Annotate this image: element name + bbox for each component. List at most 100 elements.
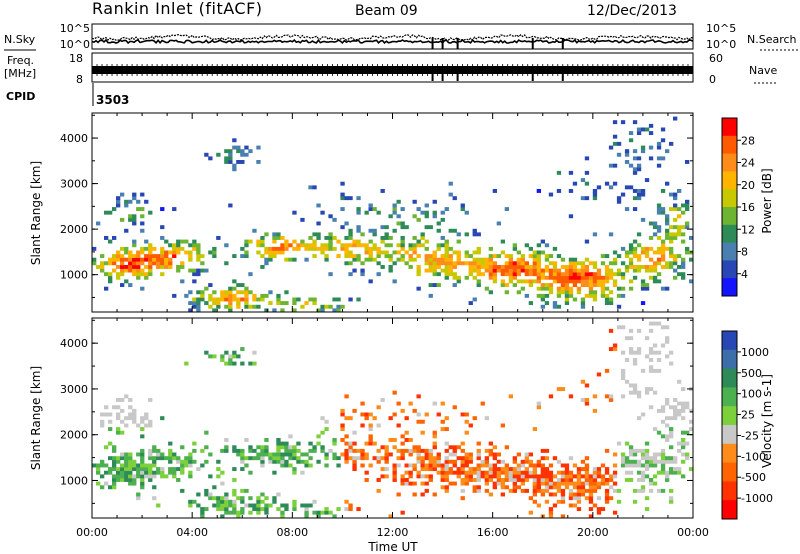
echo-cell xyxy=(632,499,638,504)
echo-cell xyxy=(512,265,518,269)
echo-cell xyxy=(116,275,121,280)
echo-cell xyxy=(632,149,638,154)
echo-cell xyxy=(140,456,145,461)
echo-cell xyxy=(652,275,658,280)
echo-cell xyxy=(632,167,638,172)
echo-cell xyxy=(188,452,193,457)
echo-cell xyxy=(628,243,634,248)
echo-cell xyxy=(324,452,329,457)
echo-cell xyxy=(636,156,642,161)
echo-cell xyxy=(284,301,289,306)
echo-cell xyxy=(689,427,694,432)
echo-cell xyxy=(644,354,650,359)
echo-cell xyxy=(677,265,682,269)
echo-cell xyxy=(196,308,201,313)
nave-tick-top: 60 xyxy=(709,52,723,65)
echo-cell xyxy=(224,510,229,515)
echo-cell xyxy=(324,463,329,468)
echo-cell xyxy=(500,481,506,486)
echo-cell xyxy=(252,361,257,366)
echo-cell xyxy=(112,207,117,212)
echo-cell xyxy=(568,492,574,497)
echo-cell xyxy=(524,456,530,461)
echo-cell xyxy=(628,445,634,450)
echo-cell xyxy=(208,283,213,288)
echo-cell xyxy=(188,257,193,262)
colorbar-tick-label: 24 xyxy=(741,157,755,170)
echo-cell xyxy=(256,160,261,164)
echo-cell xyxy=(628,286,634,291)
echo-cell xyxy=(636,232,642,237)
echo-cell xyxy=(685,160,690,164)
echo-cell xyxy=(412,408,417,413)
echo-cell xyxy=(376,210,381,215)
echo-cell xyxy=(176,268,181,273)
echo-cell xyxy=(665,236,670,240)
echo-cell xyxy=(136,257,141,262)
echo-cell xyxy=(260,236,265,240)
freq-label-2: [MHz] xyxy=(4,67,36,80)
echo-cell xyxy=(100,254,105,259)
echo-cell xyxy=(476,463,481,468)
echo-cell xyxy=(148,423,153,428)
echo-cell xyxy=(356,257,361,262)
echo-cell xyxy=(212,250,217,255)
echo-cell xyxy=(424,210,429,215)
echo-cell xyxy=(456,257,461,262)
echo-cell xyxy=(496,474,502,479)
echo-cell xyxy=(520,470,526,475)
echo-cell xyxy=(456,250,461,255)
echo-cell xyxy=(356,225,361,230)
echo-cell xyxy=(292,507,297,512)
echo-cell xyxy=(244,293,249,298)
echo-cell xyxy=(548,394,554,399)
echo-cell xyxy=(448,445,453,450)
echo-cell xyxy=(132,221,137,226)
echo-cell xyxy=(656,261,662,266)
echo-cell xyxy=(324,456,329,461)
echo-cell xyxy=(416,474,421,479)
echo-cell xyxy=(508,257,514,262)
echo-cell xyxy=(452,481,457,486)
echo-cell xyxy=(428,293,433,298)
echo-cell xyxy=(604,297,610,302)
colorbar-swatch xyxy=(722,135,737,154)
echo-cell xyxy=(548,478,554,482)
echo-cell xyxy=(444,268,449,273)
echo-cell xyxy=(673,203,678,208)
echo-cell xyxy=(248,445,253,450)
echo-cell xyxy=(677,408,682,413)
echo-cell xyxy=(480,470,485,475)
echo-cell xyxy=(673,412,678,417)
echo-cell xyxy=(248,496,253,501)
echo-cell xyxy=(572,481,578,486)
echo-cell xyxy=(392,474,397,479)
echo-cell xyxy=(268,257,273,262)
echo-cell xyxy=(380,250,385,255)
echo-cell xyxy=(669,239,674,244)
echo-cell xyxy=(184,456,189,461)
echo-cell xyxy=(196,290,201,295)
echo-cell xyxy=(104,210,109,215)
echo-cell xyxy=(168,441,173,446)
echo-cell xyxy=(584,293,590,298)
echo-cell xyxy=(580,481,586,486)
echo-cell xyxy=(596,272,602,277)
echo-cell xyxy=(132,481,137,486)
echo-cell xyxy=(180,459,185,464)
echo-cell xyxy=(669,470,674,475)
echo-cell xyxy=(556,189,562,193)
echo-cell xyxy=(372,456,377,461)
echo-cell xyxy=(660,405,666,410)
echo-cell xyxy=(280,445,285,450)
echo-cell xyxy=(264,448,269,453)
echo-cell xyxy=(396,423,401,428)
echo-cell xyxy=(560,478,566,482)
echo-cell xyxy=(652,232,658,237)
echo-cell xyxy=(240,283,245,288)
echo-cell xyxy=(372,232,377,237)
echo-cell xyxy=(468,474,473,479)
echo-cell xyxy=(488,474,494,479)
echo-cell xyxy=(140,261,145,266)
echo-cell xyxy=(628,265,634,269)
